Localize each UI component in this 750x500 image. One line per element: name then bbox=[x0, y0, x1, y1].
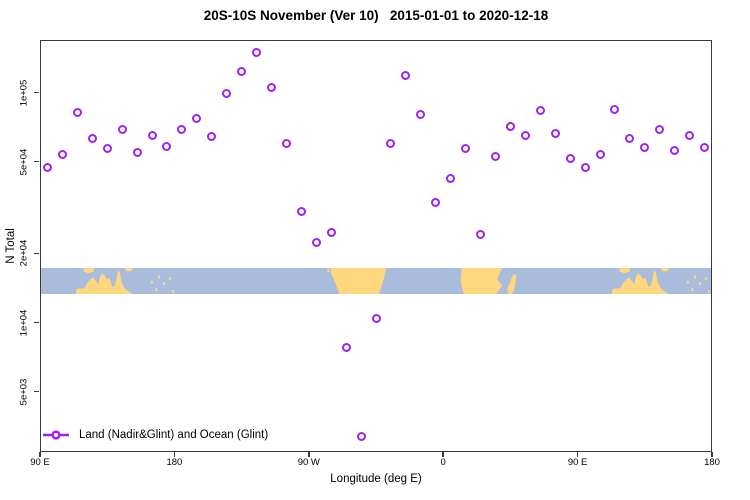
data-point bbox=[132, 147, 142, 157]
data-point bbox=[371, 314, 381, 324]
island-speck bbox=[691, 287, 694, 291]
data-point bbox=[640, 143, 650, 153]
plot-area bbox=[40, 40, 712, 452]
data-point bbox=[685, 130, 695, 140]
land-indonesia-arc bbox=[83, 267, 94, 273]
x-tick-label: 90 E bbox=[30, 457, 50, 468]
data-point bbox=[147, 130, 157, 140]
data-point bbox=[57, 150, 67, 160]
data-point bbox=[177, 125, 187, 135]
y-tick-label: 2e+04 bbox=[18, 239, 30, 267]
data-point bbox=[535, 106, 545, 116]
data-point bbox=[237, 67, 247, 77]
data-point bbox=[102, 144, 112, 154]
data-point bbox=[565, 153, 575, 163]
data-point bbox=[42, 163, 52, 173]
land-indonesia-arc bbox=[619, 267, 630, 273]
data-point bbox=[446, 174, 456, 184]
data-point bbox=[117, 124, 127, 134]
data-point bbox=[296, 206, 306, 216]
x-tick-label: 180 bbox=[704, 457, 720, 468]
data-point bbox=[281, 138, 291, 148]
x-tick-label: 0 bbox=[440, 457, 446, 468]
land-south-america bbox=[330, 267, 387, 294]
y-tick bbox=[34, 160, 39, 163]
data-point bbox=[311, 238, 321, 248]
y-axis-label: N Total bbox=[5, 228, 17, 264]
island-speck bbox=[686, 280, 689, 284]
data-point bbox=[87, 133, 97, 143]
data-point bbox=[356, 431, 366, 441]
data-point bbox=[595, 150, 605, 160]
island-speck bbox=[157, 275, 160, 278]
data-point bbox=[580, 162, 590, 172]
y-tick bbox=[34, 390, 39, 393]
data-point bbox=[655, 125, 665, 135]
y-tick bbox=[34, 91, 39, 94]
land-madagascar bbox=[507, 272, 517, 294]
y-tick-label: 5e+03 bbox=[18, 378, 30, 406]
x-tick bbox=[576, 452, 579, 457]
chart-title: 20S-10S November (Ver 10) 2015-01-01 to … bbox=[203, 8, 549, 23]
legend-label: Land (Nadir&Glint) and Ocean (Glint) bbox=[79, 429, 269, 441]
island-speck bbox=[163, 281, 166, 285]
data-point bbox=[222, 88, 232, 98]
island-speck bbox=[327, 268, 330, 272]
land-australia bbox=[75, 269, 133, 294]
y-tick bbox=[34, 321, 39, 324]
data-point bbox=[461, 144, 471, 154]
legend: Land (Nadir&Glint) and Ocean (Glint) bbox=[42, 429, 268, 441]
data-point bbox=[700, 142, 710, 152]
data-point bbox=[416, 110, 426, 120]
data-point bbox=[490, 152, 500, 162]
x-tick bbox=[39, 452, 41, 457]
data-point bbox=[476, 229, 486, 239]
y-tick-label: 1e+05 bbox=[18, 79, 30, 106]
data-point bbox=[505, 122, 515, 132]
x-tick bbox=[173, 452, 176, 457]
island-speck bbox=[169, 276, 172, 280]
data-point bbox=[341, 342, 351, 352]
map-strip bbox=[41, 267, 711, 294]
island-speck bbox=[699, 281, 702, 285]
x-axis-label: Longitude (deg E) bbox=[330, 473, 422, 485]
legend-marker-icon bbox=[43, 430, 69, 440]
data-point bbox=[72, 107, 82, 117]
island-speck bbox=[150, 280, 153, 284]
x-tick bbox=[308, 452, 310, 457]
island-speck bbox=[155, 287, 158, 291]
data-point bbox=[550, 129, 560, 139]
land-new-guinea-coast bbox=[661, 267, 669, 272]
data-point bbox=[401, 70, 411, 80]
x-tick-label: 90 W bbox=[297, 457, 320, 468]
x-tick-label: 90 E bbox=[567, 457, 588, 468]
data-point bbox=[326, 227, 336, 237]
y-tick-label: 1e+04 bbox=[18, 309, 30, 336]
x-tick-label: 180 bbox=[166, 457, 183, 468]
data-point bbox=[670, 146, 680, 156]
island-speck bbox=[708, 289, 711, 293]
land-new-guinea-coast bbox=[125, 267, 133, 272]
data-point bbox=[386, 138, 396, 148]
data-point bbox=[162, 141, 172, 151]
data-point bbox=[192, 113, 202, 123]
x-tick bbox=[711, 452, 713, 457]
y-tick-label: 5e+04 bbox=[18, 148, 30, 176]
data-point bbox=[252, 48, 262, 58]
land-africa bbox=[460, 267, 503, 294]
data-point bbox=[266, 83, 276, 93]
island-speck bbox=[693, 275, 696, 278]
x-tick bbox=[442, 452, 444, 457]
island-speck bbox=[705, 276, 708, 280]
data-point bbox=[207, 132, 217, 142]
data-point bbox=[431, 198, 441, 208]
data-point bbox=[520, 131, 530, 141]
data-point bbox=[625, 133, 635, 143]
data-point bbox=[610, 105, 620, 115]
legend-circle bbox=[51, 430, 61, 440]
y-tick bbox=[34, 252, 39, 254]
land-australia bbox=[611, 269, 669, 294]
island-speck bbox=[172, 289, 175, 293]
